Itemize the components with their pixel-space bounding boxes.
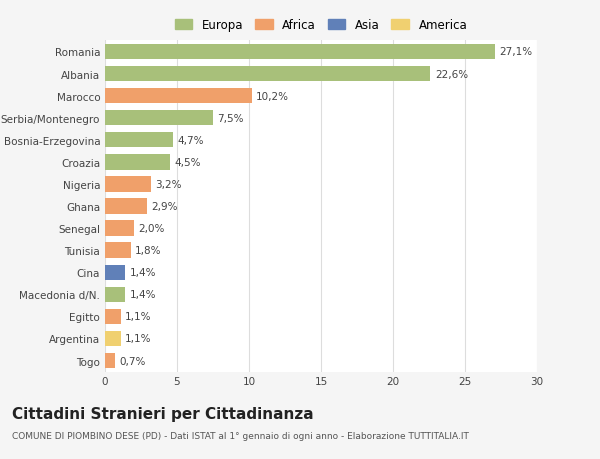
Bar — [105, 133, 173, 148]
Text: 1,1%: 1,1% — [125, 312, 152, 322]
Text: 4,7%: 4,7% — [177, 135, 203, 146]
Text: 7,5%: 7,5% — [217, 113, 244, 123]
Text: 2,9%: 2,9% — [151, 202, 178, 212]
Bar — [105, 155, 170, 170]
Bar — [105, 111, 213, 126]
Bar — [105, 177, 151, 192]
Text: 1,1%: 1,1% — [125, 334, 152, 344]
Bar — [105, 67, 430, 82]
Text: 4,5%: 4,5% — [174, 157, 200, 168]
Bar — [105, 353, 115, 369]
Text: 1,8%: 1,8% — [135, 246, 162, 256]
Text: 3,2%: 3,2% — [155, 179, 182, 190]
Text: 27,1%: 27,1% — [500, 47, 533, 57]
Bar — [105, 45, 495, 60]
Text: 10,2%: 10,2% — [256, 91, 289, 101]
Bar — [105, 243, 131, 258]
Bar — [105, 221, 134, 236]
Bar — [105, 265, 125, 280]
Text: 2,0%: 2,0% — [138, 224, 164, 234]
Text: 1,4%: 1,4% — [130, 268, 156, 278]
Text: Cittadini Stranieri per Cittadinanza: Cittadini Stranieri per Cittadinanza — [12, 406, 314, 421]
Bar — [105, 331, 121, 347]
Text: 1,4%: 1,4% — [130, 290, 156, 300]
Bar — [105, 199, 147, 214]
Bar — [105, 287, 125, 302]
Text: COMUNE DI PIOMBINO DESE (PD) - Dati ISTAT al 1° gennaio di ogni anno - Elaborazi: COMUNE DI PIOMBINO DESE (PD) - Dati ISTA… — [12, 431, 469, 441]
Text: 22,6%: 22,6% — [435, 69, 468, 79]
Text: 0,7%: 0,7% — [119, 356, 146, 366]
Bar — [105, 89, 252, 104]
Bar — [105, 309, 121, 325]
Legend: Europa, Africa, Asia, America: Europa, Africa, Asia, America — [175, 19, 467, 32]
